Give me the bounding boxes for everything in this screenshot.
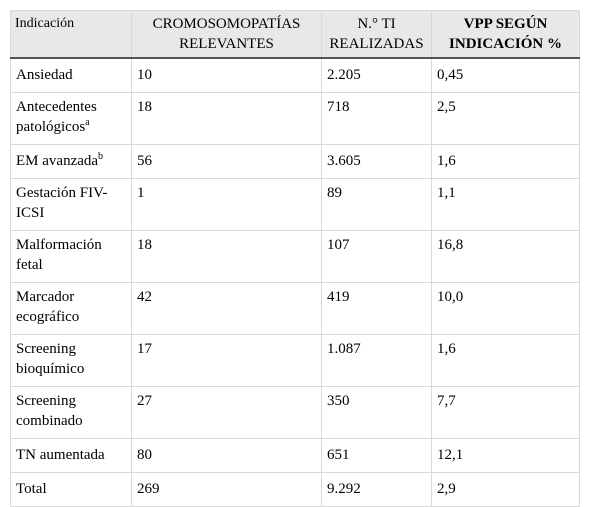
table-row: Screening bioquímico 17 1.087 1,6 (10, 334, 580, 387)
table-row: Screening combinado 27 350 7,7 (10, 386, 580, 439)
row-ti: 1.087 (321, 334, 432, 387)
row-label: EM avanzadab (10, 144, 132, 179)
table-row: Gestación FIV-ICSI 1 89 1,1 (10, 178, 580, 231)
row-ti: 3.605 (321, 144, 432, 179)
row-label: Screening combinado (10, 386, 132, 439)
header-indicacion: Indicación (10, 10, 132, 59)
row-cromosomopatias: 42 (131, 282, 322, 335)
table-row: Antecedentes patológicosa 18 718 2,5 (10, 92, 580, 145)
row-label: Total (10, 472, 132, 507)
row-vpp: 12,1 (431, 438, 580, 473)
table-row: Malformación fetal 18 107 16,8 (10, 230, 580, 283)
table-row: EM avanzadab 56 3.605 1,6 (10, 144, 580, 179)
row-label-text: Ansiedad (16, 67, 73, 83)
row-vpp: 7,7 (431, 386, 580, 439)
row-cromosomopatias: 56 (131, 144, 322, 179)
row-cromosomopatias: 18 (131, 230, 322, 283)
table-row: Marcador ecográfico 42 419 10,0 (10, 282, 580, 335)
row-ti: 651 (321, 438, 432, 473)
row-ti: 350 (321, 386, 432, 439)
row-vpp: 0,45 (431, 57, 580, 93)
row-vpp: 1,6 (431, 144, 580, 179)
row-vpp: 1,1 (431, 178, 580, 231)
table-row: Ansiedad 10 2.205 0,45 (10, 57, 580, 93)
row-label-text: Marcador ecográfico (16, 289, 80, 325)
footnote-marker: b (98, 151, 104, 162)
row-label-text: Malformación fetal (16, 237, 102, 273)
row-label-text: Antecedentes patológicos (16, 99, 97, 135)
row-cromosomopatias: 10 (131, 57, 322, 93)
row-ti: 2.205 (321, 57, 432, 93)
row-ti: 419 (321, 282, 432, 335)
row-label: Screening bioquímico (10, 334, 132, 387)
row-label-text: EM avanzada (16, 153, 99, 169)
row-cromosomopatias: 269 (131, 472, 322, 507)
header-vpp: VPP SEGÚN INDICACIÓN % (431, 10, 580, 59)
row-label-text: Screening bioquímico (16, 341, 85, 377)
row-ti: 89 (321, 178, 432, 231)
table-body: Ansiedad 10 2.205 0,45 Antecedentes pato… (10, 57, 580, 507)
table-row-total: Total 269 9.292 2,9 (10, 472, 580, 507)
row-ti: 107 (321, 230, 432, 283)
row-cromosomopatias: 18 (131, 92, 322, 145)
row-cromosomopatias: 80 (131, 438, 322, 473)
row-vpp: 16,8 (431, 230, 580, 283)
row-vpp: 2,5 (431, 92, 580, 145)
row-label-text: Gestación FIV-ICSI (16, 185, 108, 221)
row-cromosomopatias: 17 (131, 334, 322, 387)
table-row: TN aumentada 80 651 12,1 (10, 438, 580, 473)
results-table: Indicación CROMOSOMOPATÍAS RELEVANTES N.… (10, 10, 580, 507)
row-label-text: Screening combinado (16, 393, 83, 429)
row-label: Marcador ecográfico (10, 282, 132, 335)
row-label-text: TN aumentada (16, 447, 105, 463)
row-ti: 718 (321, 92, 432, 145)
row-label: Gestación FIV-ICSI (10, 178, 132, 231)
row-cromosomopatias: 27 (131, 386, 322, 439)
row-cromosomopatias: 1 (131, 178, 322, 231)
row-label: Antecedentes patológicosa (10, 92, 132, 145)
row-label-text: Total (16, 481, 47, 497)
header-ti: N.° TI REALIZADAS (321, 10, 432, 59)
row-vpp: 2,9 (431, 472, 580, 507)
row-ti: 9.292 (321, 472, 432, 507)
row-vpp: 1,6 (431, 334, 580, 387)
table-header: Indicación CROMOSOMOPATÍAS RELEVANTES N.… (10, 10, 580, 59)
footnote-marker: a (85, 117, 90, 128)
row-vpp: 10,0 (431, 282, 580, 335)
header-row: Indicación CROMOSOMOPATÍAS RELEVANTES N.… (10, 10, 580, 59)
row-label: Malformación fetal (10, 230, 132, 283)
row-label: TN aumentada (10, 438, 132, 473)
row-label: Ansiedad (10, 57, 132, 93)
header-cromosomopatias: CROMOSOMOPATÍAS RELEVANTES (131, 10, 322, 59)
